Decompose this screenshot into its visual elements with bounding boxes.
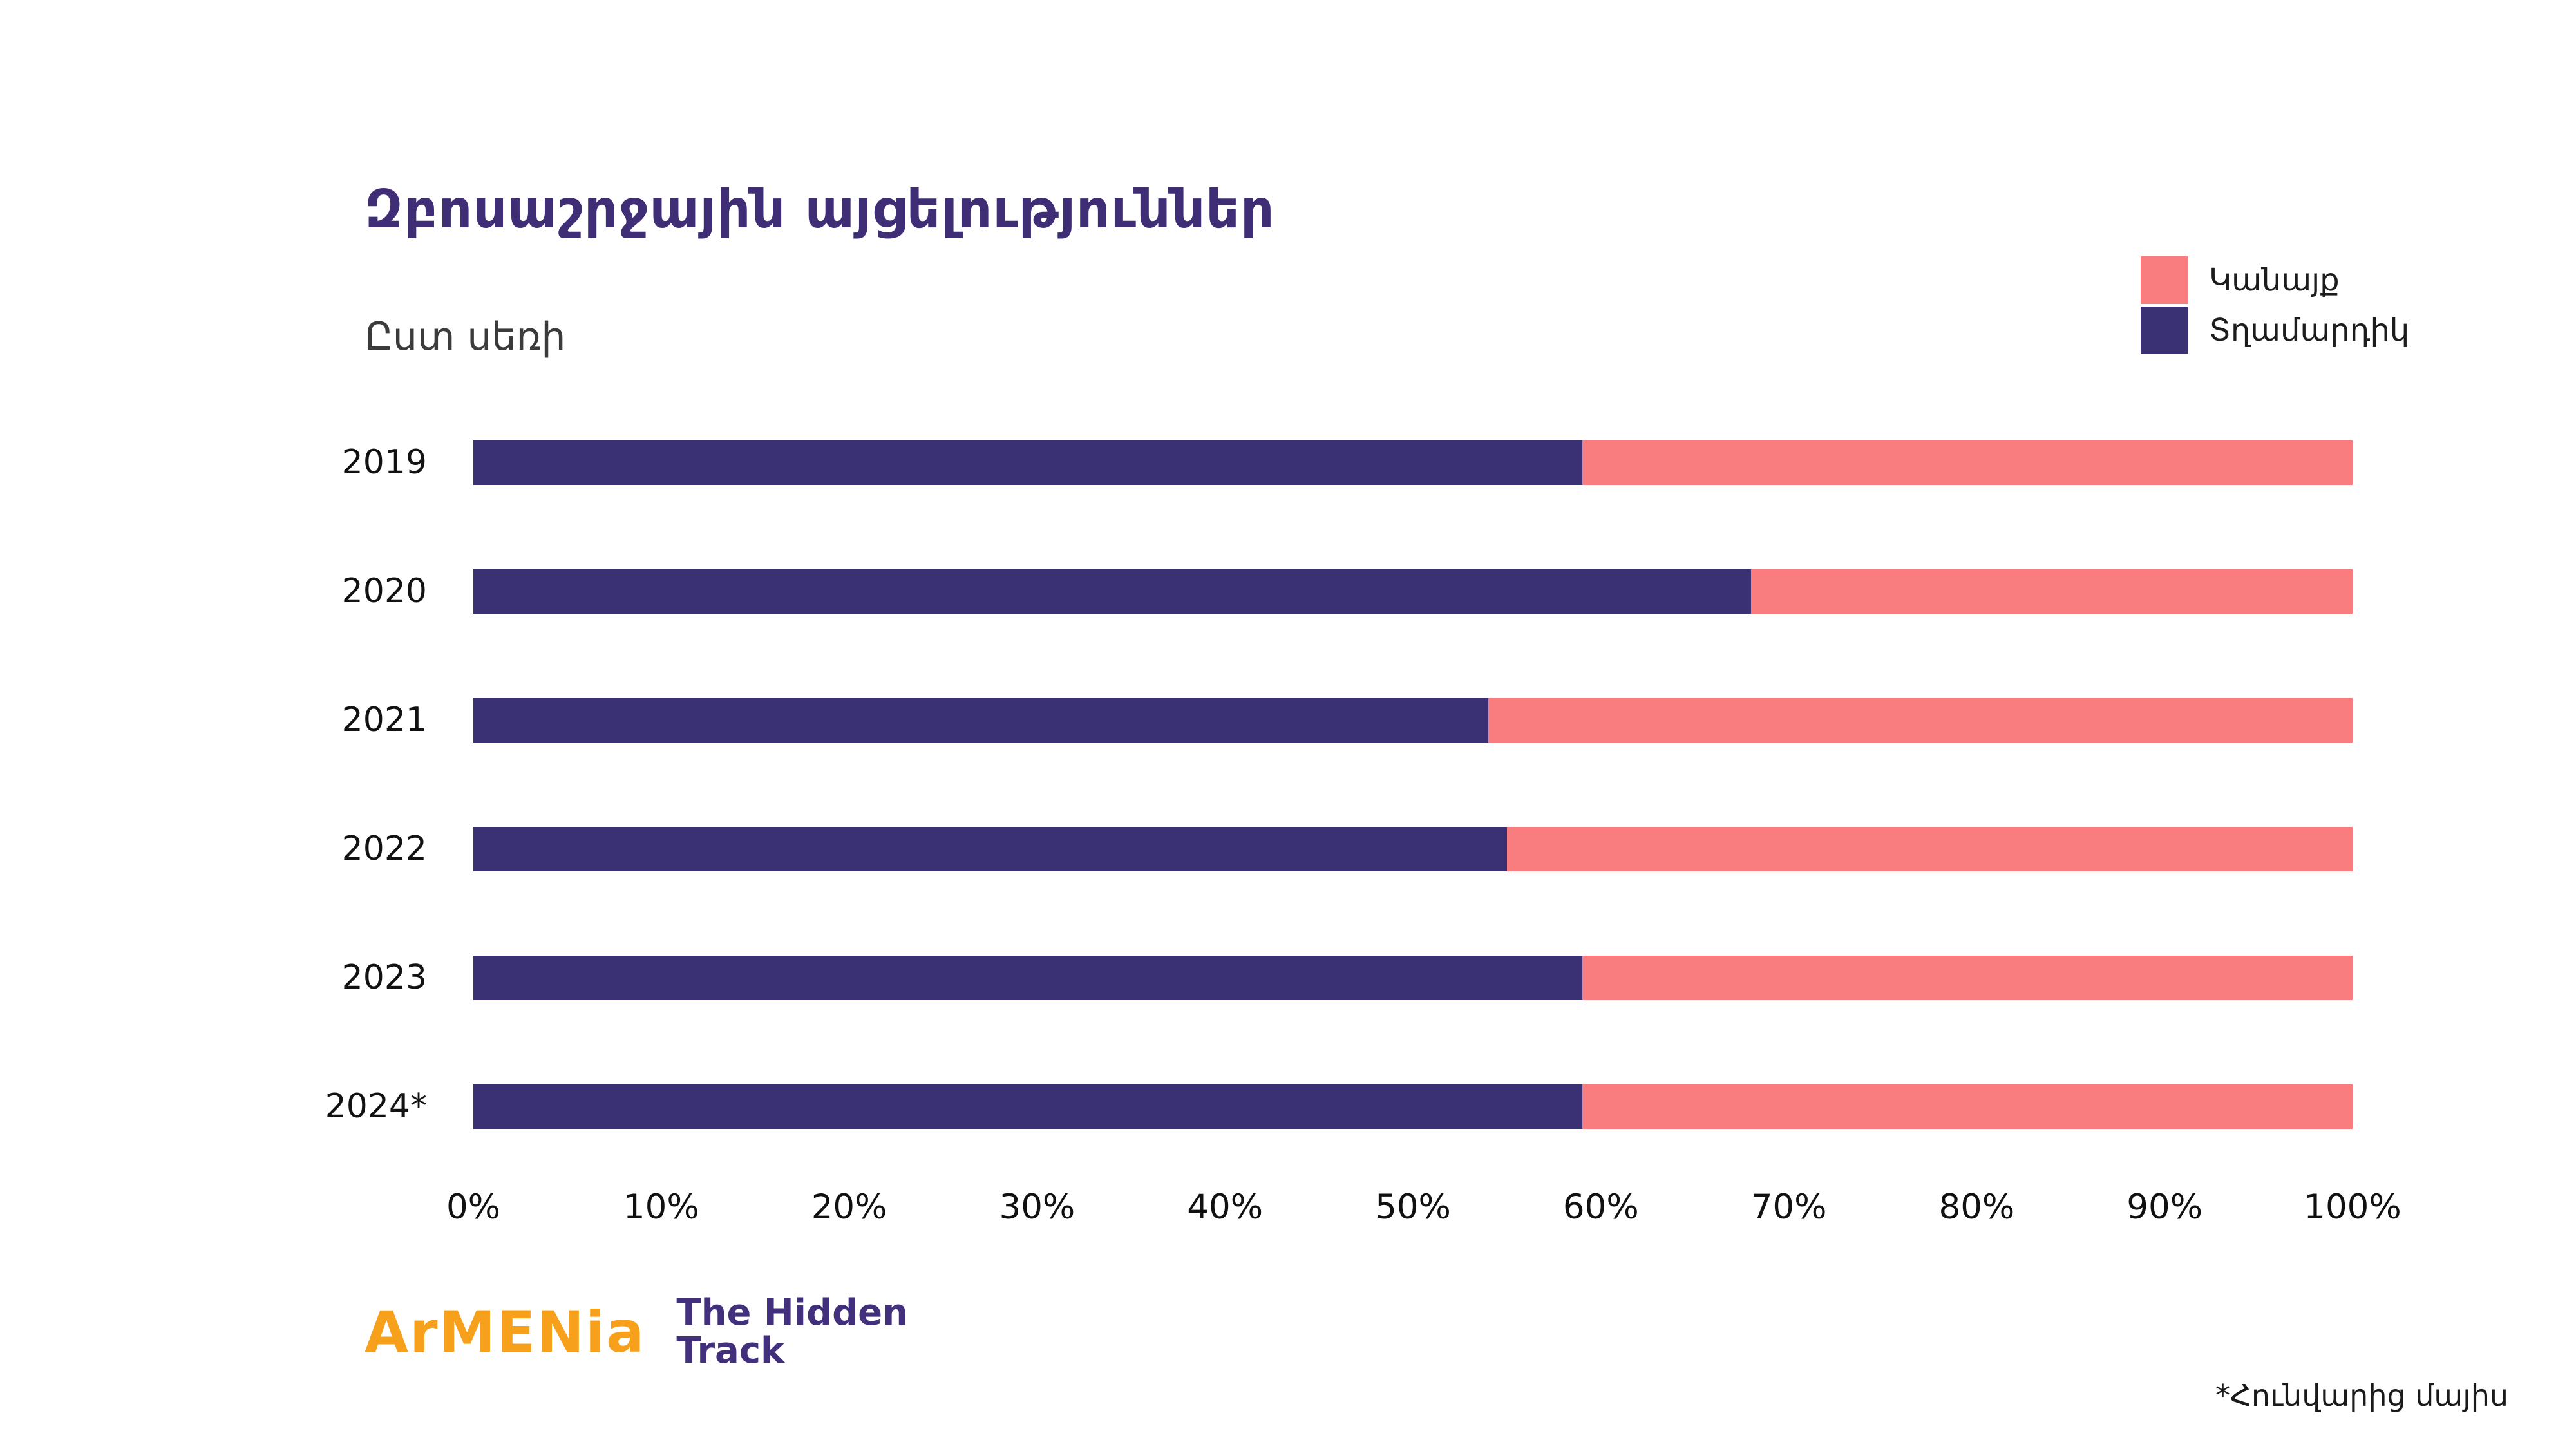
bar-segment-women (1751, 569, 2353, 614)
x-axis: 0% 10% 20% 30% 40% 50% 60% 70% 80% 90% 100% (245, 1171, 2401, 1261)
logo-block: ArMENia The Hidden Track (365, 1294, 908, 1370)
chart-row: 2023 (245, 913, 2353, 1042)
hidden-track-line2: Track (676, 1329, 785, 1372)
x-axis-track: 0% 10% 20% 30% 40% 50% 60% 70% 80% 90% 100% (446, 1171, 2401, 1261)
legend-item: Կանայք (2141, 255, 2409, 305)
x-tick: 0% (446, 1188, 501, 1227)
x-tick: 80% (1938, 1188, 2015, 1227)
year-label: 2022 (341, 829, 427, 868)
chart-row: 2022 (245, 784, 2353, 913)
x-tick: 40% (1187, 1188, 1264, 1227)
bar-segment-men (473, 955, 1582, 1000)
bar-segment-men (473, 697, 1488, 743)
bar-segment-men (473, 826, 1507, 871)
armenia-logo: ArMENia (365, 1298, 646, 1365)
bar-track (473, 955, 2353, 1000)
year-label: 2019 (341, 443, 427, 482)
bar-track (473, 1084, 2353, 1129)
chart-row: 2024* (245, 1042, 2353, 1171)
chart-subtitle: Ըստ սեռի (365, 314, 566, 359)
bar-segment-women (1582, 1084, 2353, 1129)
legend: Կանայք Տղամարդիկ (2141, 255, 2409, 355)
legend-item: Տղամարդիկ (2141, 305, 2409, 355)
bar-track (473, 569, 2353, 614)
x-tick: 50% (1375, 1188, 1451, 1227)
x-axis-spacer (245, 1171, 473, 1261)
legend-label: Կանայք (2209, 262, 2340, 298)
chart-row: 2020 (245, 527, 2353, 656)
legend-swatch-0 (2141, 256, 2188, 304)
bar-segment-men (473, 569, 1752, 614)
bar-segment-women (1582, 440, 2353, 485)
chart-row: 2019 (245, 398, 2353, 527)
bar-segment-women (1582, 955, 2353, 1000)
x-tick: 30% (999, 1188, 1075, 1227)
chart-row: 2021 (245, 656, 2353, 784)
year-label: 2023 (341, 958, 427, 997)
x-tick: 100% (2304, 1188, 2401, 1227)
bar-track (473, 826, 2353, 871)
bar-segment-women (1488, 697, 2353, 743)
chart-area: 2019 2020 2021 2022 2023 2024* 0% 10% 20% 30% 40%… (245, 398, 2401, 1261)
footnote: *Հունվարից մայիս (2215, 1378, 2508, 1413)
year-label: 2021 (341, 701, 427, 739)
legend-swatch-1 (2141, 307, 2188, 354)
year-label: 2024* (325, 1087, 427, 1126)
x-tick: 70% (1750, 1188, 1827, 1227)
chart-rows: 2019 2020 2021 2022 2023 2024* (245, 398, 2353, 1171)
year-label: 2020 (341, 572, 427, 611)
bar-track (473, 440, 2353, 485)
legend-label: Տղամարդիկ (2209, 312, 2410, 348)
x-tick: 60% (1562, 1188, 1639, 1227)
x-tick: 10% (623, 1188, 699, 1227)
bar-segment-men (473, 440, 1582, 485)
bar-segment-women (1506, 826, 2353, 871)
page-title: Զբոսաշրջային այցելություններ (365, 179, 1275, 240)
x-tick: 90% (2126, 1188, 2203, 1227)
x-tick: 20% (811, 1188, 887, 1227)
bar-segment-men (473, 1084, 1582, 1129)
hidden-track-logo: The Hidden Track (676, 1294, 908, 1370)
bar-track (473, 697, 2353, 743)
hidden-track-line1: The Hidden (676, 1292, 909, 1334)
